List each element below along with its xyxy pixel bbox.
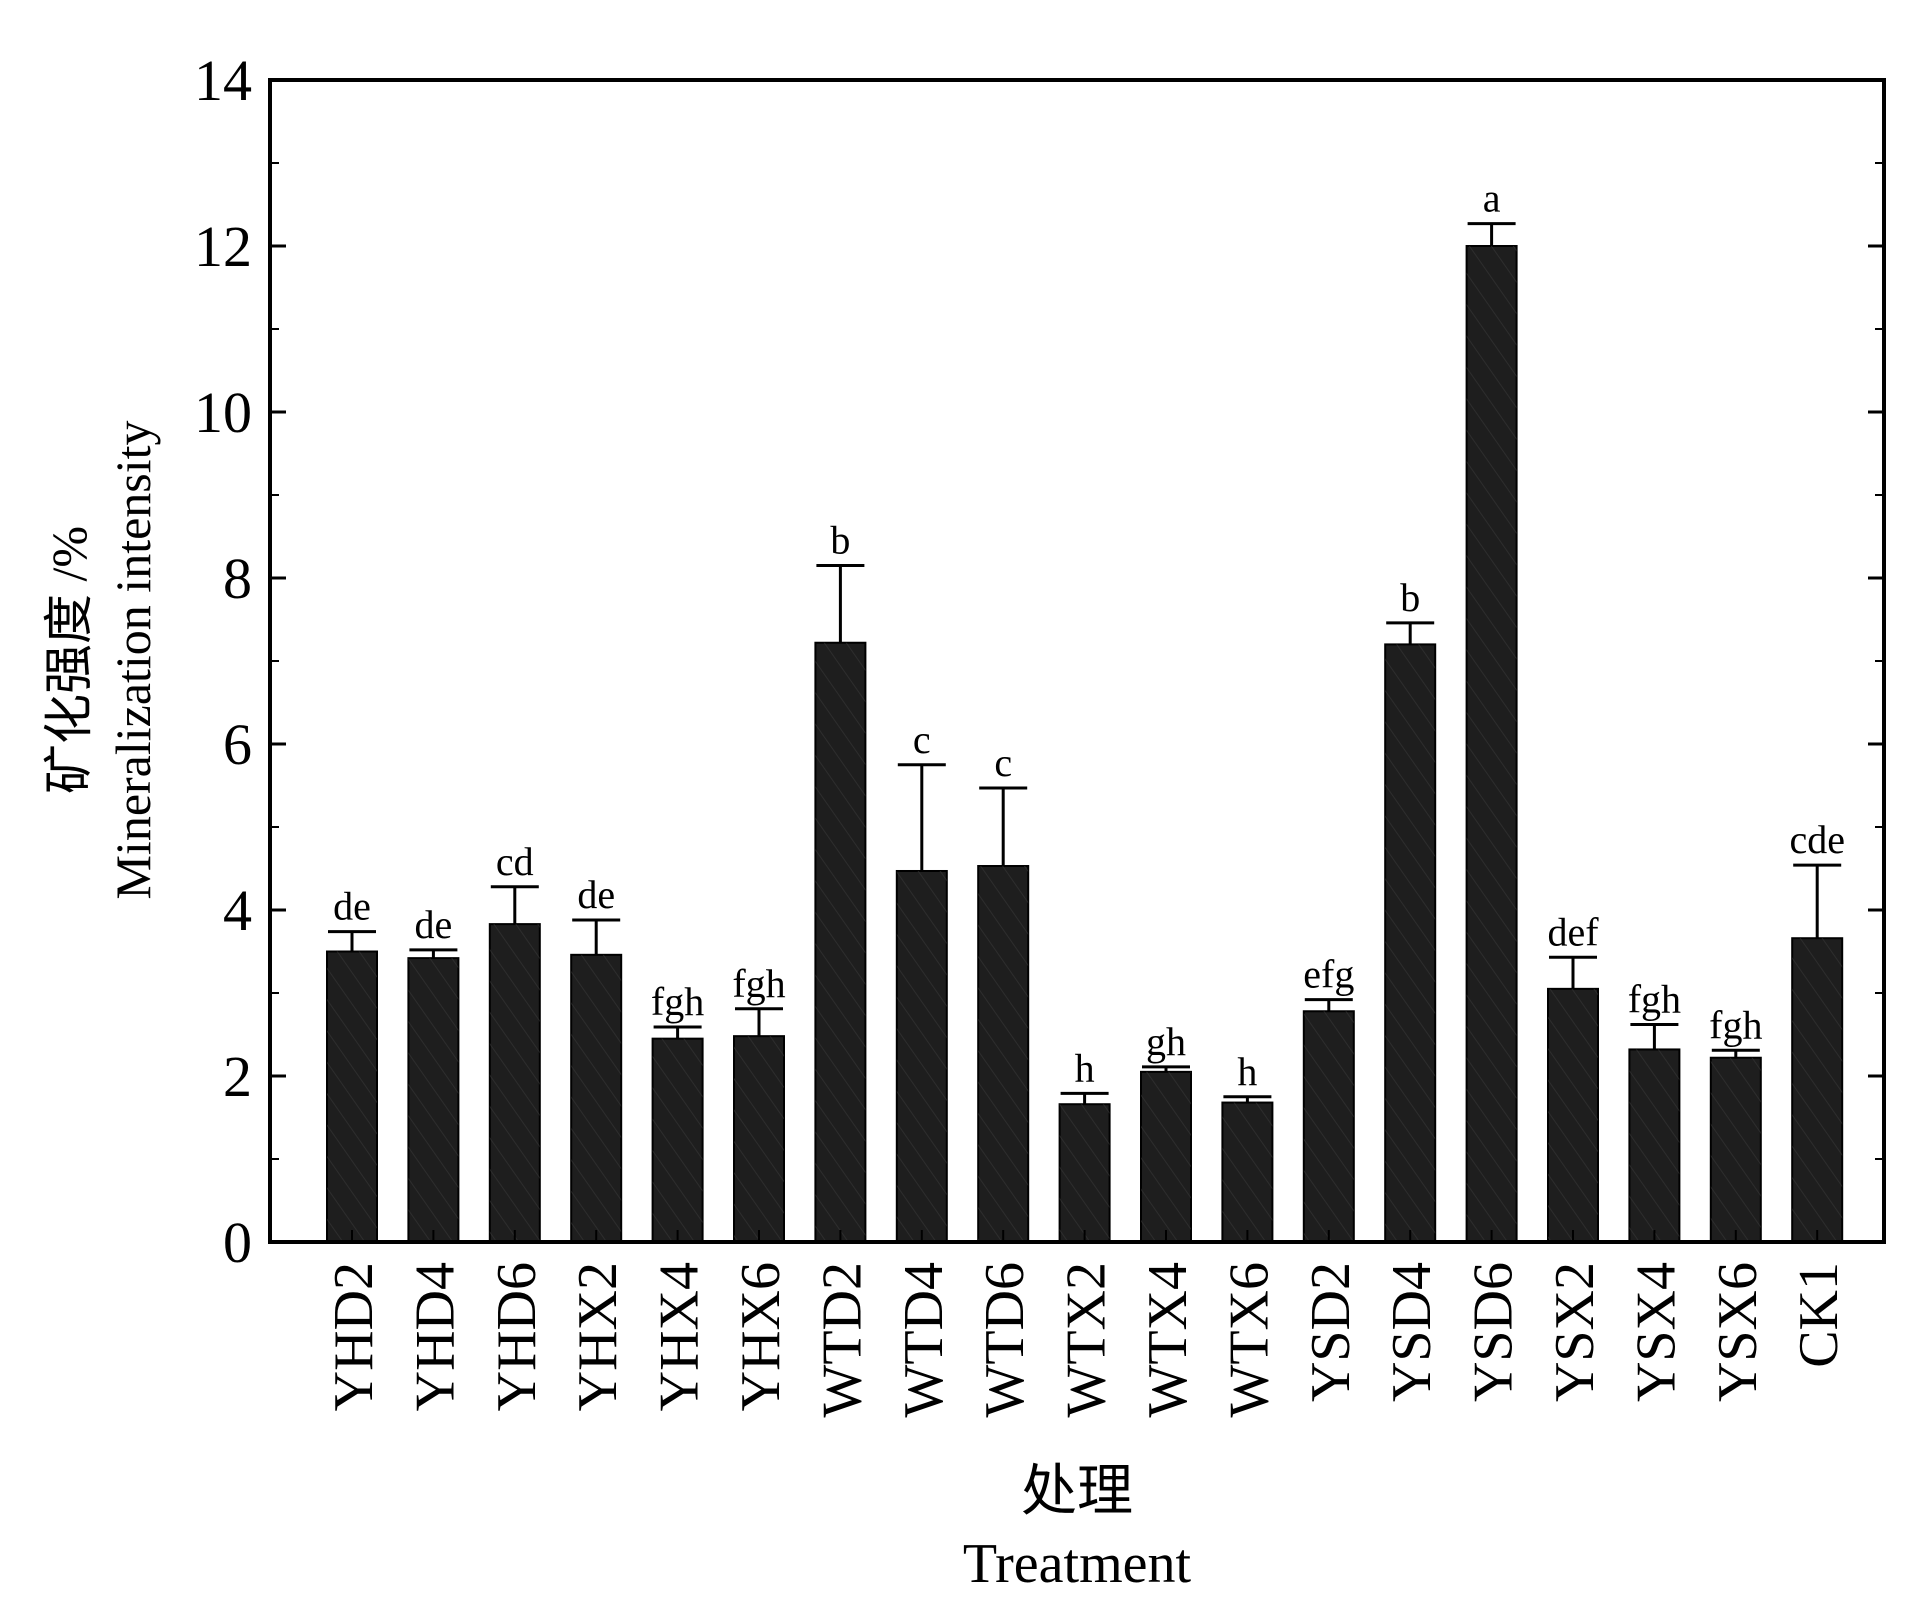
y-tick-label: 2 (223, 1044, 252, 1109)
bar-hatch (1385, 644, 1436, 1242)
x-tick-label: YSX6 (1707, 1262, 1769, 1402)
y-axis: 0 2 4 6 8 10 12 14 (194, 48, 1884, 1275)
significance-label: fgh (1709, 1002, 1762, 1047)
significance-label: efg (1303, 952, 1354, 997)
bar-hatch (1548, 988, 1598, 1242)
significance-label: b (1400, 575, 1420, 620)
x-tick-label: YHD4 (404, 1262, 466, 1411)
bar-hatch (571, 954, 622, 1242)
x-axis-title-zh: 处理 (1021, 1461, 1133, 1523)
bar-hatch (1303, 1011, 1354, 1242)
x-axis-title-en: Treatment (963, 1533, 1192, 1595)
bar-hatch (489, 924, 540, 1242)
y-tick-label: 0 (223, 1210, 252, 1275)
y-tick-label: 14 (194, 48, 252, 113)
significance-label: de (415, 902, 453, 947)
x-tick-label: WTD2 (811, 1262, 873, 1418)
x-tick-label: YSD4 (1381, 1262, 1443, 1402)
y-tick-label: 12 (194, 214, 252, 279)
significance-label: de (333, 884, 371, 929)
bar-hatch (815, 642, 866, 1242)
significance-label: c (994, 740, 1012, 785)
significance-label: h (1237, 1049, 1257, 1094)
significance-label: h (1075, 1045, 1095, 1090)
y-axis-title-en: Mineralization intensity (105, 420, 161, 899)
bar-hatch (652, 1038, 703, 1242)
x-tick-label: YSX4 (1625, 1262, 1687, 1402)
bar-hatch (896, 870, 947, 1242)
bar-hatch (1792, 938, 1843, 1242)
significance-label: cd (496, 839, 534, 884)
bar-hatch (1141, 1071, 1191, 1242)
x-tick-label: YHX4 (649, 1262, 711, 1411)
bar-hatch (1629, 1049, 1680, 1242)
x-tick-label: YHX6 (730, 1262, 792, 1411)
x-tick-label: YSD2 (1300, 1262, 1362, 1402)
y-tick-label: 4 (223, 878, 252, 943)
x-tick-label: WTD6 (974, 1262, 1036, 1418)
significance-label: gh (1146, 1019, 1186, 1064)
bar-hatch (408, 958, 459, 1242)
y-tick-label: 10 (194, 380, 252, 445)
significance-label: a (1483, 176, 1501, 221)
bar-hatch (1222, 1102, 1273, 1242)
significance-label: fgh (732, 961, 785, 1006)
significance-label: fgh (1628, 977, 1681, 1022)
x-tick-label: YHX2 (567, 1262, 629, 1411)
bar-hatch (1710, 1057, 1761, 1242)
x-axis: YHD2 YHD4 YHD6 YHX2 YHX4 YHX6 WTD2 WTD4 WTD6 WTX2… (323, 1230, 1850, 1418)
x-tick-label: CK1 (1788, 1262, 1850, 1368)
significance-label: cde (1789, 817, 1845, 862)
bar-hatch (1466, 246, 1517, 1242)
x-tick-label: YHD6 (486, 1262, 548, 1411)
x-tick-label: YHD2 (323, 1262, 385, 1411)
bar-hatch (327, 951, 377, 1242)
bar-hatch (734, 1036, 784, 1242)
y-tick-label: 6 (223, 712, 252, 777)
x-tick-label: WTD4 (893, 1262, 955, 1418)
significance-label: c (913, 717, 931, 762)
x-tick-label: WTX4 (1137, 1262, 1199, 1418)
significance-label: def (1547, 909, 1599, 954)
significance-label: fgh (651, 979, 704, 1024)
y-tick-label: 8 (223, 546, 252, 611)
x-tick-label: WTX6 (1218, 1262, 1280, 1418)
bar-hatch (1059, 1104, 1110, 1242)
bar-hatch (978, 866, 1029, 1242)
x-tick-label: YSX2 (1544, 1262, 1606, 1402)
x-tick-label: YSD6 (1463, 1262, 1525, 1402)
significance-label: b (830, 518, 850, 563)
significance-label: de (577, 872, 615, 917)
y-axis-title-zh: 矿化强度 /% (41, 526, 97, 794)
x-tick-label: WTX2 (1056, 1262, 1118, 1418)
